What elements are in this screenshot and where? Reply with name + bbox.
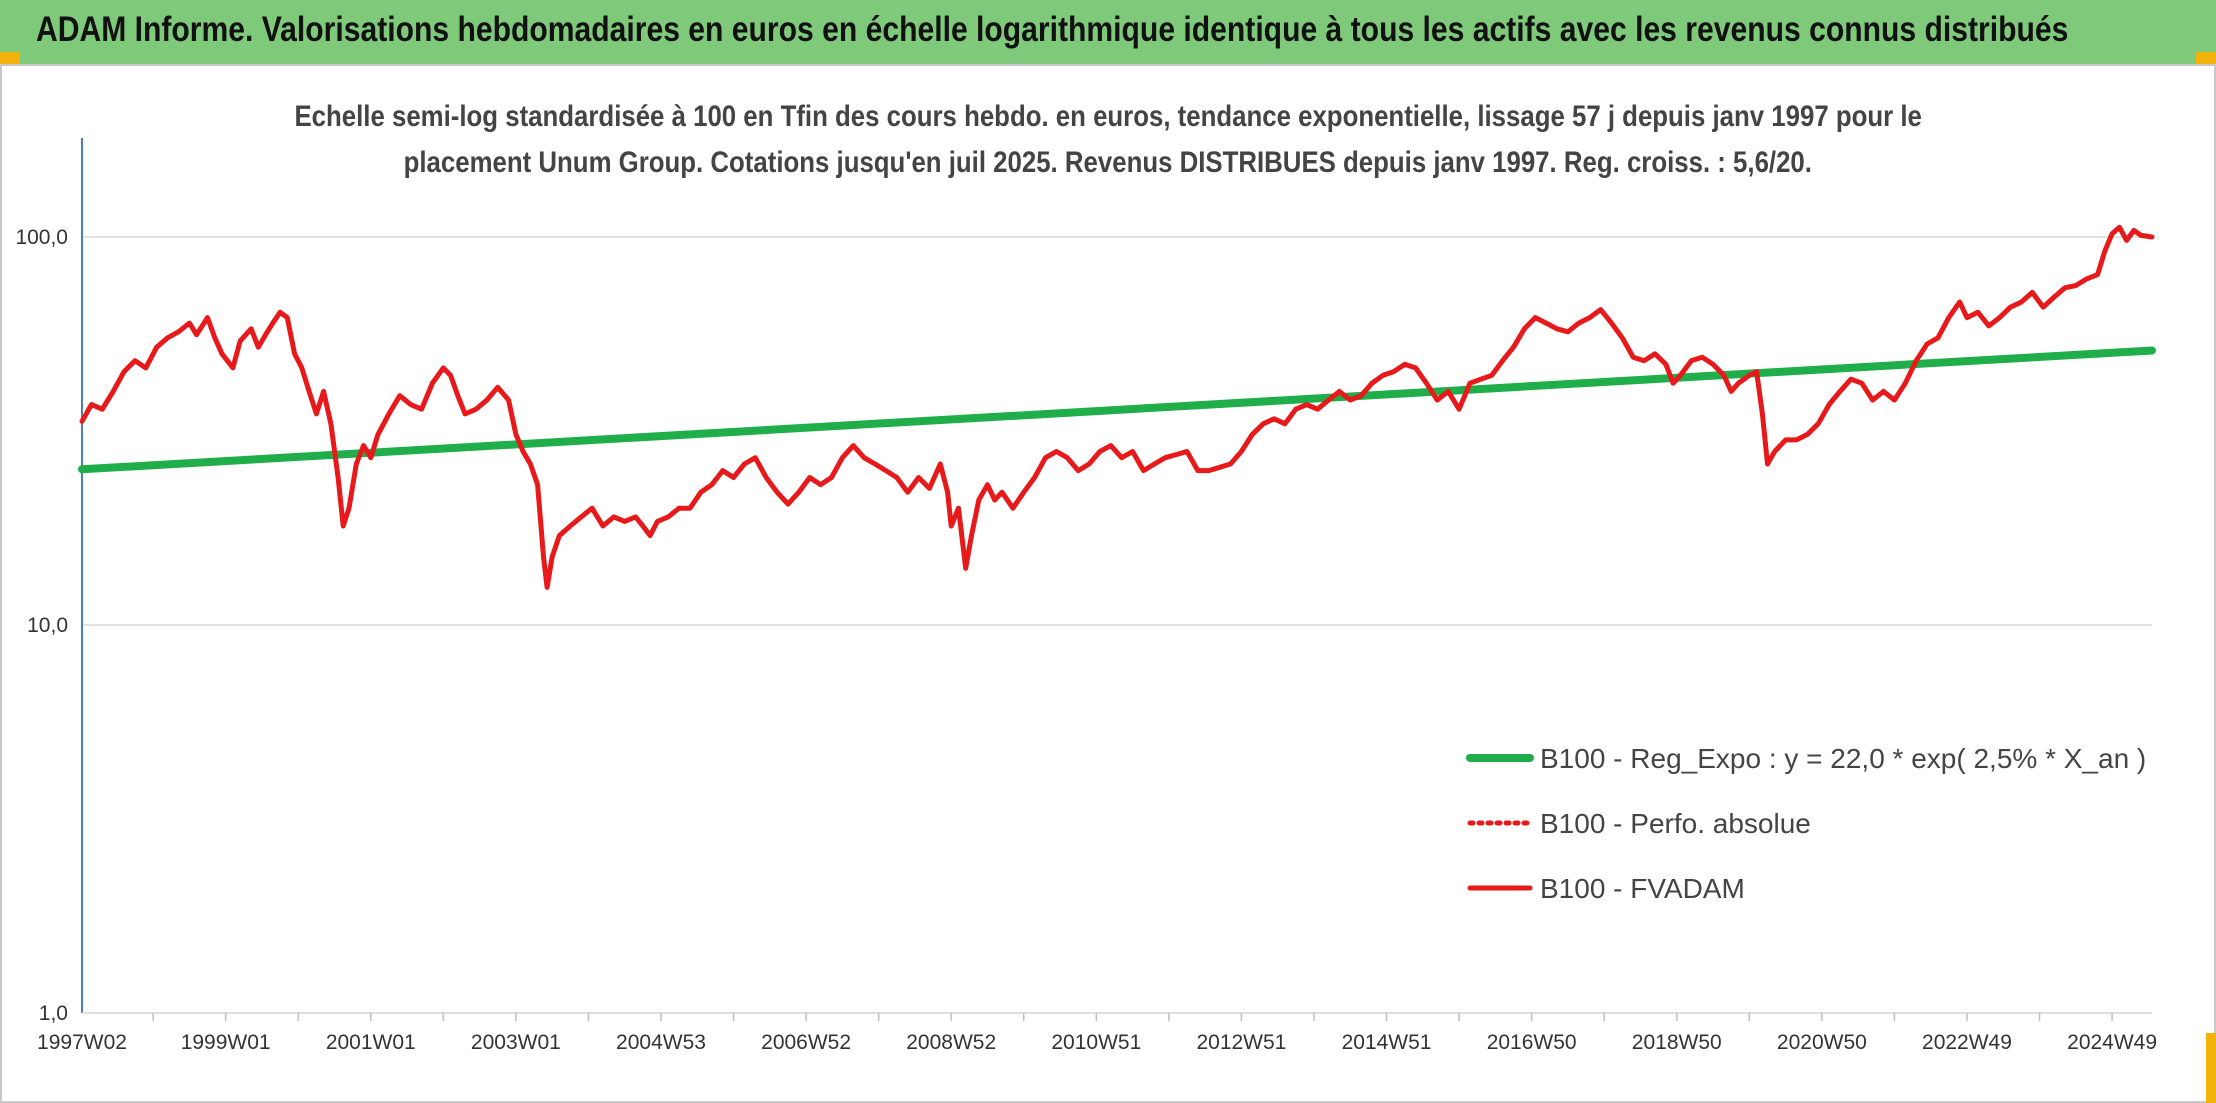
- series-layer: [78, 224, 2156, 590]
- legend-label: B100 - Perfo. absolue: [1540, 808, 1811, 839]
- legend-label: B100 - Reg_Expo : y = 22,0 * exp( 2,5% *…: [1540, 743, 2146, 774]
- chart-title-line-1: Echelle semi-log standardisée à 100 en T…: [294, 100, 1922, 133]
- y-tick-label: 1,0: [39, 1002, 68, 1025]
- x-tick-label: 1997W02: [37, 1031, 127, 1054]
- axis-layer: 1,0 10,0 100,0 1997W02 1999W01 2001W01 2003W01…: [15, 138, 2157, 1054]
- x-tick-label: 2018W50: [1632, 1031, 1722, 1054]
- x-tick-label: 2014W51: [1342, 1031, 1432, 1054]
- x-tick-label: 2022W49: [1922, 1031, 2012, 1054]
- x-tick-label: 2004W53: [616, 1031, 706, 1054]
- x-tick-label: 2020W50: [1777, 1031, 1867, 1054]
- x-tick-label: 2016W50: [1487, 1031, 1577, 1054]
- x-tick-label: 2010W51: [1051, 1031, 1141, 1054]
- x-tick-label: 2003W01: [471, 1031, 561, 1054]
- chart-title-line-2: placement Unum Group. Cotations jusqu'en…: [403, 146, 1813, 179]
- x-tick-label: 2001W01: [326, 1031, 416, 1054]
- corner-marker-bottom: [2206, 1033, 2216, 1103]
- grid-layer: [82, 236, 2152, 1014]
- x-tick-label: 2008W52: [906, 1031, 996, 1054]
- series-line-2: [79, 224, 2155, 590]
- report-title: ADAM Informe. Valorisations hebdomadaire…: [36, 10, 2069, 49]
- legend: B100 - Reg_Expo : y = 22,0 * exp( 2,5% *…: [1466, 743, 2146, 904]
- report-banner: [0, 0, 2216, 64]
- x-tick-label: 2024W49: [2067, 1031, 2157, 1054]
- x-tick-label: 2012W51: [1196, 1031, 1286, 1054]
- x-tick-label: 2006W52: [761, 1031, 851, 1054]
- legend-label: B100 - FVADAM: [1540, 873, 1745, 904]
- x-tick-label: 1999W01: [181, 1031, 271, 1054]
- y-tick-label: 10,0: [27, 614, 68, 637]
- y-tick-label: 100,0: [15, 226, 68, 249]
- series-line-0: [78, 346, 2156, 474]
- chart-title: Echelle semi-log standardisée à 100 en T…: [0, 94, 2216, 186]
